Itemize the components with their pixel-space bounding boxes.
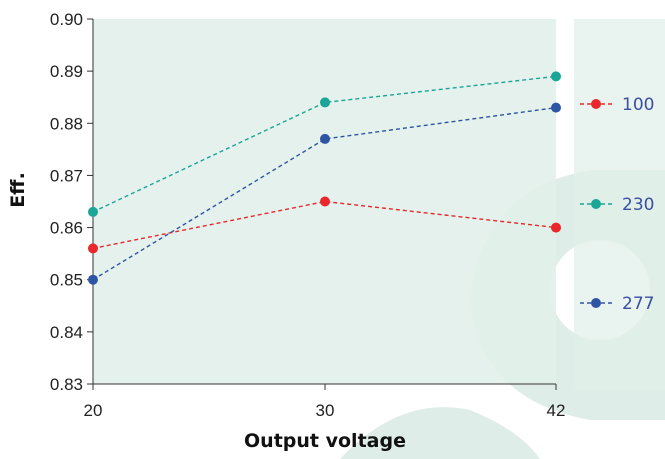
legend-item-277: 277 (580, 294, 654, 314)
y-tick-label: 0.85 (50, 271, 83, 290)
x-tick-label: 30 (316, 401, 335, 420)
x-tick-label: 20 (84, 401, 103, 420)
x-tick-label: 42 (547, 401, 566, 420)
legend-item-230: 230 (580, 195, 654, 215)
y-tick-label: 0.88 (50, 114, 83, 133)
data-point-277 (320, 133, 330, 144)
y-axis-title: Eff. (7, 172, 29, 208)
y-tick-label: 0.84 (50, 323, 83, 342)
axes: 0.83 0.84 0.85 0.86 0.87 0.88 0.89 0.90 20 30 42 (50, 10, 566, 420)
data-point-277 (551, 102, 561, 113)
y-tick-label: 0.90 (50, 10, 83, 29)
data-point-230 (551, 71, 561, 82)
legend-label: 100 (622, 95, 654, 115)
legend-marker (591, 199, 601, 209)
data-point-277 (88, 274, 98, 285)
y-tick-label: 0.89 (50, 62, 83, 81)
series-line-230 (92, 75, 557, 213)
series-277 (88, 102, 561, 285)
legend-label: 230 (622, 195, 654, 215)
y-tick-label: 0.86 (50, 219, 83, 238)
data-point-100 (320, 196, 330, 207)
data-point-100 (88, 243, 98, 254)
series-layer (88, 71, 561, 285)
series-100 (88, 196, 561, 254)
legend-marker (591, 99, 601, 109)
x-axis-title: Output voltage (244, 430, 406, 452)
legend-item-100: 100 (580, 95, 654, 115)
data-point-230 (320, 97, 330, 108)
legend: 100 230 277 (580, 95, 654, 314)
series-line-100 (92, 200, 557, 250)
data-point-100 (551, 222, 561, 233)
y-tick-label: 0.87 (50, 166, 83, 185)
legend-marker (591, 298, 601, 308)
y-tick-label: 0.83 (50, 375, 83, 394)
data-point-230 (88, 206, 98, 217)
legend-label: 277 (622, 294, 654, 314)
series-230 (88, 71, 561, 217)
watermark-shape-bottom (340, 407, 540, 459)
